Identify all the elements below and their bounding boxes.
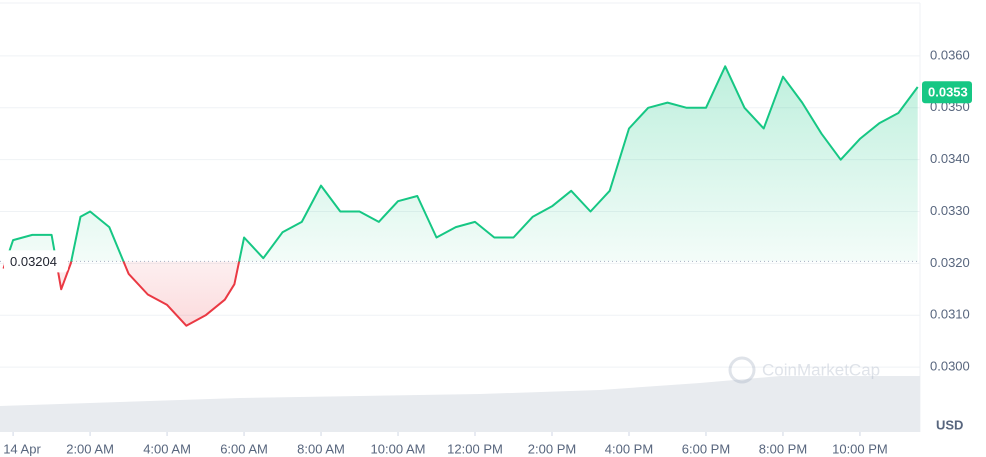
last-price-label: 0.0353 bbox=[928, 85, 968, 100]
x-tick-label: 6:00 AM bbox=[220, 441, 268, 456]
x-tick-label: 8:00 PM bbox=[759, 441, 807, 456]
last-price-tag bbox=[922, 81, 972, 104]
x-tick-label: 10:00 PM bbox=[832, 441, 888, 456]
volume-area bbox=[0, 376, 920, 432]
x-tick-label: 4:00 AM bbox=[143, 441, 191, 456]
y-tick-label: 0.0320 bbox=[930, 255, 970, 270]
x-tick-label: 2:00 AM bbox=[66, 441, 114, 456]
x-tick-label: 6:00 PM bbox=[682, 441, 730, 456]
area-fill bbox=[3, 66, 918, 326]
watermark-text: CoinMarketCap bbox=[762, 360, 880, 379]
x-tick-label: 14 Apr bbox=[3, 441, 41, 456]
baseline-label-bg bbox=[4, 250, 68, 273]
x-tick-label: 8:00 AM bbox=[297, 441, 345, 456]
price-line bbox=[2, 65, 919, 327]
y-tick-label: 0.0330 bbox=[930, 203, 970, 218]
y-unit: USD bbox=[936, 417, 963, 432]
y-tick-label: 0.0360 bbox=[930, 47, 970, 62]
baseline-label: 0.03204 bbox=[10, 254, 57, 269]
x-tick-label: 12:00 PM bbox=[447, 441, 503, 456]
x-tick-label: 2:00 PM bbox=[528, 441, 576, 456]
y-tick-label: 0.0340 bbox=[930, 151, 970, 166]
y-tick-label: 0.0310 bbox=[930, 307, 970, 322]
watermark: CoinMarketCap bbox=[728, 356, 880, 384]
y-tick-label: 0.0300 bbox=[930, 359, 970, 374]
x-tick-label: 4:00 PM bbox=[605, 441, 653, 456]
x-tick-label: 10:00 AM bbox=[371, 441, 426, 456]
